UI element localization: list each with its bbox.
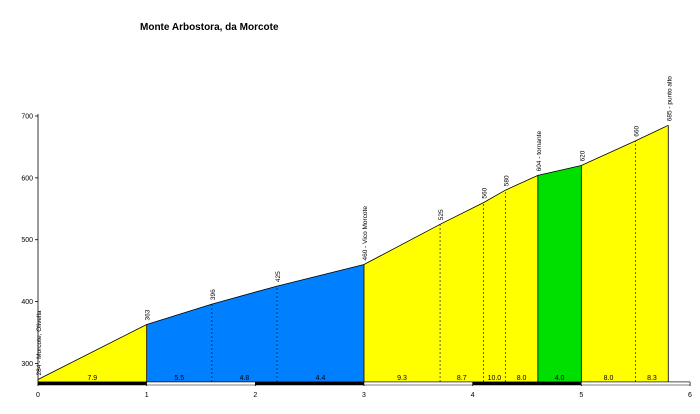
segment-dividers — [146, 125, 669, 382]
scale-bar-km-6 — [581, 381, 691, 386]
gradient-label-2: 5.5 — [174, 375, 184, 382]
y-tick-label-600: 600 — [21, 175, 33, 182]
gradient-label-4: 4.4 — [316, 375, 326, 382]
gradient-label-9: 4.0 — [555, 375, 565, 382]
x-tick-label-6: 6 — [688, 392, 692, 399]
elevation-label-10: 620 — [579, 150, 586, 161]
gradient-label-1: 7.9 — [87, 375, 97, 382]
segment-fill-9 — [537, 165, 582, 382]
segment-fill-1 — [38, 324, 147, 382]
elevation-label-2: 363 — [145, 309, 152, 320]
x-tick-label-2: 2 — [253, 392, 257, 399]
gradient-label-8: 8.0 — [517, 375, 527, 382]
elevation-label-12: 685 - punto alto — [666, 76, 673, 122]
elevation-label-6: 525 — [438, 209, 445, 220]
segment-fill-11 — [635, 125, 669, 383]
gradient-label-10: 8.0 — [604, 375, 614, 382]
scale-bar-km-4 — [363, 381, 473, 386]
profile-line — [37, 124, 669, 380]
scale-bar-km-1 — [37, 381, 147, 386]
profile-fill — [37, 124, 669, 383]
y-tick-label-700: 700 — [21, 114, 33, 121]
elevation-label-1: 284 - Morcote, Olivella — [36, 310, 43, 375]
segment-fill-3 — [211, 286, 278, 382]
x-tick-label-5: 5 — [579, 392, 583, 399]
gradient-label-7: 10.0 — [488, 375, 502, 382]
elevation-label-4: 425 — [275, 271, 282, 282]
y-tick-label-300: 300 — [21, 361, 33, 368]
y-tick-label-500: 500 — [21, 237, 33, 244]
elevation-label-11: 660 — [634, 126, 641, 137]
y-tick-label-400: 400 — [21, 299, 33, 306]
gradient-label-3: 4.8 — [240, 375, 250, 382]
segment-fill-6 — [440, 202, 484, 382]
scale-bar-km-2 — [146, 381, 256, 386]
segment-fill-7 — [483, 190, 506, 382]
elevation-label-7: 560 — [482, 187, 489, 198]
elevation-labels: 284 - Morcote, Olivella 363 396 425 460 - Vi… — [36, 76, 673, 376]
scale-bar-km-5 — [472, 381, 582, 386]
gradient-labels: 7.9 5.5 4.8 4.4 9.3 8.7 10.0 8.0 4.0 8.0 8.3 — [87, 375, 656, 382]
gradient-label-5: 9.3 — [397, 375, 407, 382]
x-tick-label-0: 0 — [36, 392, 40, 399]
gradient-label-11: 8.3 — [647, 375, 657, 382]
elevation-label-9: 604 - tornante — [536, 131, 543, 172]
x-tick-label-1: 1 — [145, 392, 149, 399]
gradient-label-6: 8.7 — [457, 375, 467, 382]
elevation-label-3: 396 — [210, 289, 217, 300]
x-tick-label-4: 4 — [471, 392, 475, 399]
elevation-label-8: 580 — [503, 175, 510, 186]
segment-fill-10 — [581, 140, 636, 382]
distance-scale-bar — [37, 381, 691, 386]
segment-fill-2 — [146, 304, 212, 382]
chart-title: Monte Arbostora, da Morcote — [140, 22, 279, 33]
segment-fill-5 — [364, 224, 441, 382]
elevation-label-5: 460 - Vico Morcote — [362, 206, 369, 261]
scale-bar-km-3 — [255, 381, 365, 386]
x-tick-label-3: 3 — [362, 392, 366, 399]
segment-fill-4 — [277, 264, 364, 382]
segment-fill-8 — [505, 175, 538, 382]
